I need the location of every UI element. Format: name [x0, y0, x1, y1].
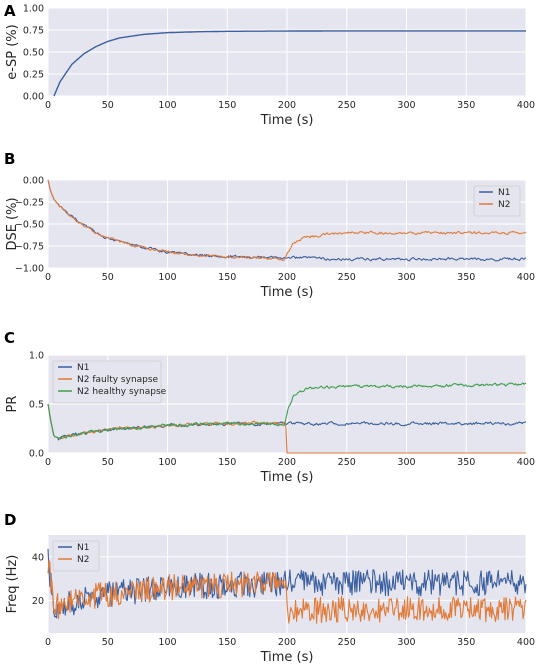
x-tick-b-7: 350 — [457, 272, 475, 283]
y-tick-b-2: −0.50 — [15, 220, 44, 231]
x-tick-a-1: 50 — [102, 100, 114, 111]
panel-letter-b: B — [4, 150, 15, 168]
x-tick-d-1: 50 — [102, 637, 114, 648]
x-tick-b-4: 200 — [278, 272, 296, 283]
y-axis-label-c: PR — [5, 396, 20, 413]
y-axis-label-b: DSE (%) — [5, 197, 20, 250]
y-tick-a-1: 0.25 — [23, 70, 44, 81]
x-tick-d-3: 150 — [218, 637, 236, 648]
x-tick-b-0: 0 — [45, 272, 51, 283]
x-tick-a-5: 250 — [338, 100, 356, 111]
y-tick-a-0: 0.00 — [23, 92, 44, 103]
x-tick-c-0: 0 — [45, 457, 51, 468]
panel-letter-c: C — [4, 329, 15, 347]
series-a-0 — [53, 30, 526, 97]
y-tick-b-0: 0.00 — [23, 176, 44, 187]
series-d-n1 — [47, 548, 527, 619]
y-tick-b-3: −0.75 — [15, 242, 44, 253]
y-tick-c-0: 0.0 — [29, 449, 44, 460]
x-tick-c-8: 400 — [517, 457, 535, 468]
y-tick-a-3: 0.75 — [23, 26, 44, 37]
x-axis-label-d: Time (s) — [260, 650, 314, 665]
series-c-n2-faulty-synapse — [47, 403, 526, 454]
panel-d: D 0 50 100 150 200 250 300 350 400 20 40 Time (s) Fre… — [4, 511, 535, 665]
x-tick-d-7: 350 — [457, 637, 475, 648]
legend-label-c-1: N2 faulty synapse — [77, 375, 159, 385]
y-tick-d-0: 20 — [32, 596, 44, 607]
x-axis-label-a: Time (s) — [260, 113, 314, 128]
y-tick-c-2: 1.0 — [29, 351, 44, 362]
panel-c: C 0 50 100 150 200 250 300 350 400 0.0 0.5 1.0 Time (… — [4, 329, 535, 485]
y-tick-d-1: 40 — [32, 552, 44, 563]
x-tick-c-3: 150 — [218, 457, 236, 468]
y-tick-a-2: 0.50 — [23, 48, 44, 59]
y-axis-label-d: Freq (Hz) — [5, 555, 20, 614]
legend-box-d — [52, 540, 100, 572]
y-axis-label-a: e-SP (%) — [5, 24, 20, 79]
x-tick-d-4: 200 — [278, 637, 296, 648]
panel-letter-d: D — [4, 511, 16, 529]
legend-label-d-1: N2 — [77, 555, 89, 565]
legend-label-d-0: N1 — [77, 543, 89, 553]
x-tick-d-2: 100 — [158, 637, 176, 648]
x-tick-c-7: 350 — [457, 457, 475, 468]
x-tick-b-8: 400 — [517, 272, 535, 283]
y-tick-a-4: 1.00 — [23, 4, 44, 15]
x-tick-a-4: 200 — [278, 100, 296, 111]
legend-label-b-1: N2 — [498, 200, 510, 210]
x-tick-d-0: 0 — [45, 637, 51, 648]
series-b-n2 — [47, 179, 527, 262]
legend-label-c-0: N1 — [77, 363, 89, 373]
x-axis-label-b: Time (s) — [260, 285, 314, 300]
x-tick-c-4: 200 — [278, 457, 296, 468]
x-tick-c-1: 50 — [102, 457, 114, 468]
x-tick-a-2: 100 — [158, 100, 176, 111]
x-tick-b-5: 250 — [338, 272, 356, 283]
series-d-n2 — [47, 559, 527, 624]
x-tick-a-0: 0 — [45, 100, 51, 111]
x-tick-b-6: 300 — [397, 272, 415, 283]
x-tick-d-6: 300 — [397, 637, 415, 648]
y-tick-c-1: 0.5 — [29, 400, 44, 411]
x-tick-a-7: 350 — [457, 100, 475, 111]
legend-c: N1 N2 faulty synapse N2 healthy synapse — [52, 360, 167, 404]
y-tick-b-1: −0.25 — [15, 198, 44, 209]
x-tick-c-2: 100 — [158, 457, 176, 468]
x-tick-b-2: 100 — [158, 272, 176, 283]
x-tick-a-8: 400 — [517, 100, 535, 111]
x-tick-b-3: 150 — [218, 272, 236, 283]
panel-letter-a: A — [4, 2, 16, 20]
y-tick-b-4: −1.00 — [15, 264, 44, 275]
x-tick-d-8: 400 — [517, 637, 535, 648]
series-c-n1 — [47, 403, 527, 441]
x-tick-d-5: 250 — [338, 637, 356, 648]
panel-b: B 0 50 100 150 200 250 300 350 400 0.00 −0.25 −0.50 −… — [4, 150, 535, 300]
legend-box-c — [52, 360, 162, 404]
x-tick-c-5: 250 — [338, 457, 356, 468]
legend-label-b-0: N1 — [498, 188, 510, 198]
legend-label-c-2: N2 healthy synapse — [77, 387, 167, 397]
legend-box-b — [473, 185, 521, 217]
x-tick-c-6: 300 — [397, 457, 415, 468]
x-tick-a-6: 300 — [397, 100, 415, 111]
x-tick-a-3: 150 — [218, 100, 236, 111]
x-tick-b-1: 50 — [102, 272, 114, 283]
x-axis-label-c: Time (s) — [260, 470, 314, 485]
panel-a: A 0 50 100 150 200 250 300 350 400 0.00 0.25 0.50 0.7… — [4, 2, 535, 128]
series-c-n2-healthy-synapse — [47, 382, 526, 440]
